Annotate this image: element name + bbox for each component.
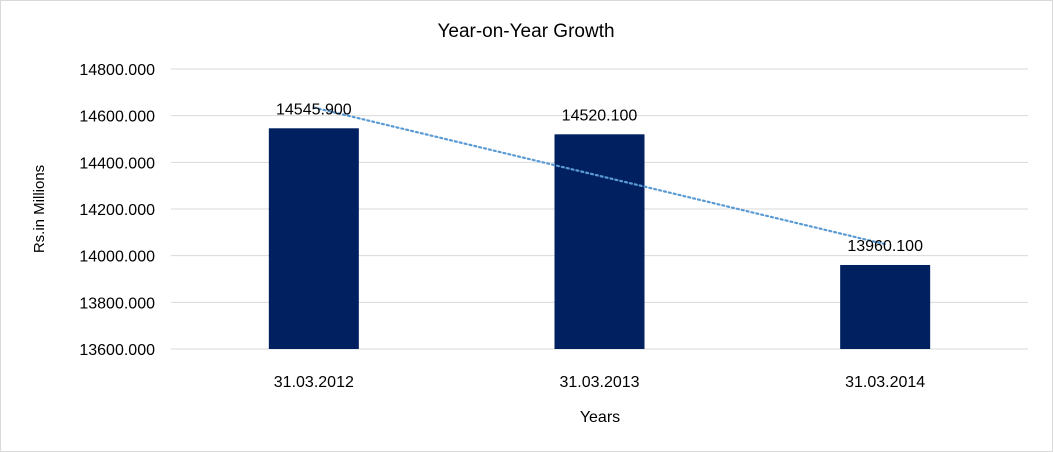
- data-label: 13960.100: [847, 238, 923, 255]
- x-tick-label: 31.03.2014: [845, 374, 925, 391]
- x-axis-label: Years: [580, 409, 620, 426]
- chart-title: Year-on-Year Growth: [437, 21, 614, 42]
- bar: [840, 264, 931, 349]
- x-tick-label: 31.03.2013: [559, 374, 639, 391]
- data-label: 14520.100: [562, 107, 638, 124]
- y-tick-label: 13800.000: [79, 295, 155, 312]
- y-tick-label: 14800.000: [79, 62, 155, 79]
- y-tick-label: 14600.000: [79, 109, 155, 126]
- y-tick-label: 14200.000: [79, 202, 155, 219]
- y-axis-label: Rs.in Millions: [31, 165, 48, 253]
- trendline: [312, 106, 887, 246]
- y-tick-label: 14000.000: [79, 249, 155, 266]
- x-tick-label: 31.03.2012: [274, 374, 354, 391]
- y-tick-label: 13600.000: [79, 342, 155, 359]
- data-label: 14545.900: [276, 101, 352, 118]
- y-tick-label: 14400.000: [79, 155, 155, 172]
- bar: [554, 134, 645, 349]
- bar: [268, 128, 359, 349]
